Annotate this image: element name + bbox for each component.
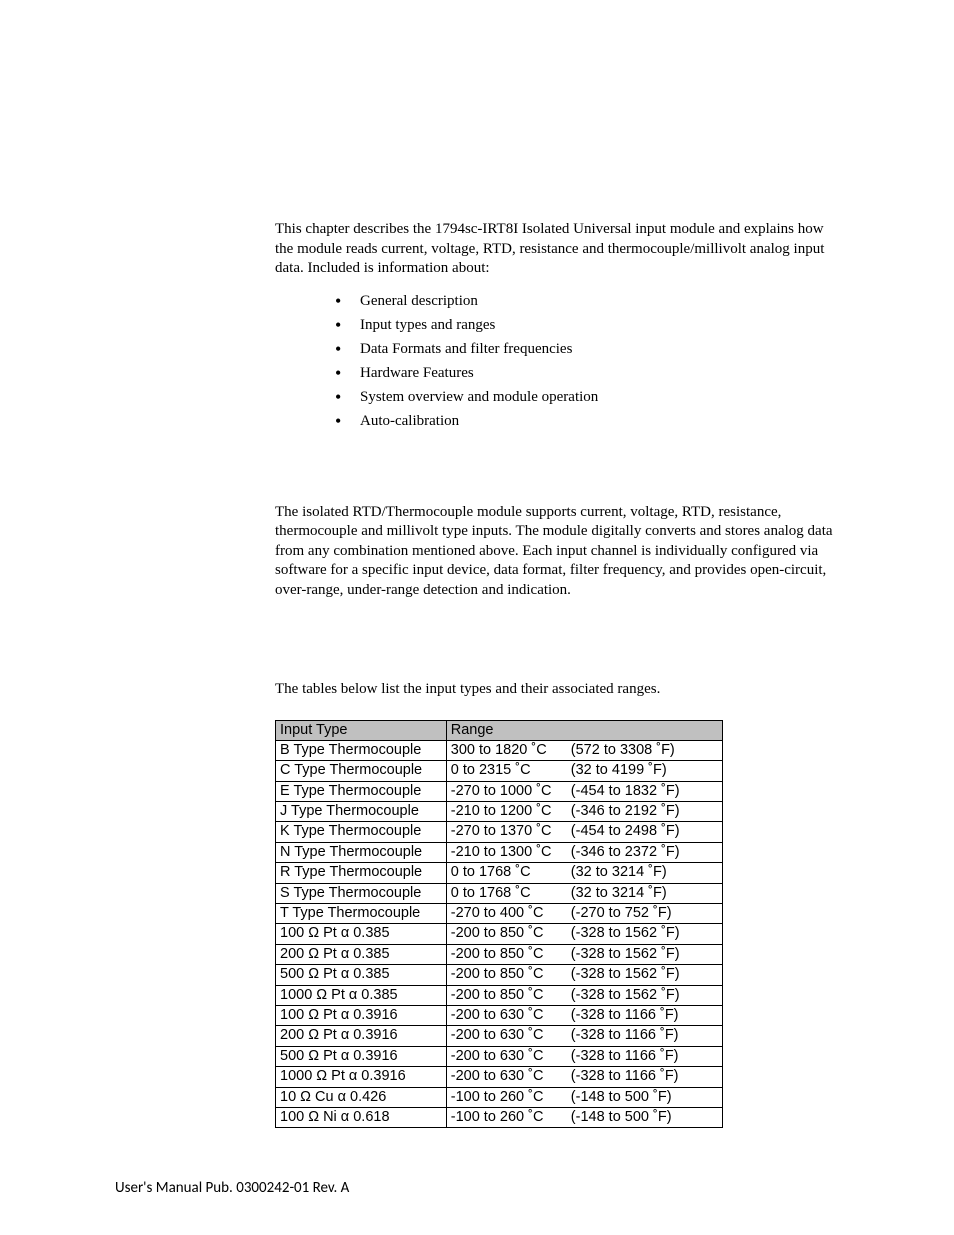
cell-range-celsius: -200 to 850 ˚C bbox=[446, 965, 567, 985]
cell-range-fahrenheit: (572 to 3308 ˚F) bbox=[567, 740, 723, 760]
table-header-row: Input Type Range bbox=[276, 720, 723, 740]
cell-range-celsius: -210 to 1200 ˚C bbox=[446, 802, 567, 822]
list-item: Hardware Features bbox=[335, 361, 839, 385]
cell-range-fahrenheit: (-454 to 2498 ˚F) bbox=[567, 822, 723, 842]
cell-input-type: B Type Thermocouple bbox=[276, 740, 447, 760]
cell-range-celsius: -100 to 260 ˚C bbox=[446, 1107, 567, 1127]
table-row: T Type Thermocouple-270 to 400 ˚C(-270 t… bbox=[276, 904, 723, 924]
table-row: 500 Ω Pt α 0.3916-200 to 630 ˚C(-328 to … bbox=[276, 1046, 723, 1066]
cell-range-celsius: -200 to 850 ˚C bbox=[446, 924, 567, 944]
table-row: R Type Thermocouple0 to 1768 ˚C(32 to 32… bbox=[276, 863, 723, 883]
cell-range-celsius: -200 to 630 ˚C bbox=[446, 1005, 567, 1025]
column-header-range: Range bbox=[446, 720, 722, 740]
cell-range-celsius: -210 to 1300 ˚C bbox=[446, 842, 567, 862]
cell-range-celsius: -200 to 630 ˚C bbox=[446, 1026, 567, 1046]
intro-bullet-list: General description Input types and rang… bbox=[275, 289, 839, 433]
cell-input-type: 500 Ω Pt α 0.385 bbox=[276, 965, 447, 985]
cell-input-type: N Type Thermocouple bbox=[276, 842, 447, 862]
cell-range-fahrenheit: (-328 to 1562 ˚F) bbox=[567, 965, 723, 985]
list-item: Data Formats and filter frequencies bbox=[335, 337, 839, 361]
table-row: 100 Ω Pt α 0.385-200 to 850 ˚C(-328 to 1… bbox=[276, 924, 723, 944]
table-row: N Type Thermocouple-210 to 1300 ˚C(-346 … bbox=[276, 842, 723, 862]
cell-input-type: R Type Thermocouple bbox=[276, 863, 447, 883]
cell-range-celsius: -200 to 630 ˚C bbox=[446, 1067, 567, 1087]
cell-range-fahrenheit: (32 to 4199 ˚F) bbox=[567, 761, 723, 781]
cell-range-celsius: 300 to 1820 ˚C bbox=[446, 740, 567, 760]
cell-range-celsius: -270 to 1000 ˚C bbox=[446, 781, 567, 801]
cell-input-type: T Type Thermocouple bbox=[276, 904, 447, 924]
cell-range-fahrenheit: (-328 to 1562 ˚F) bbox=[567, 985, 723, 1005]
cell-range-celsius: -100 to 260 ˚C bbox=[446, 1087, 567, 1107]
general-description-paragraph: The isolated RTD/Thermocouple module sup… bbox=[275, 503, 839, 601]
table-row: 200 Ω Pt α 0.3916-200 to 630 ˚C(-328 to … bbox=[276, 1026, 723, 1046]
page-footer: User's Manual Pub. 0300242-01 Rev. A bbox=[115, 1179, 349, 1197]
cell-range-celsius: -200 to 850 ˚C bbox=[446, 985, 567, 1005]
document-page: This chapter describes the 1794sc-IRT8I … bbox=[0, 0, 954, 1235]
cell-input-type: C Type Thermocouple bbox=[276, 761, 447, 781]
cell-input-type: 200 Ω Pt α 0.3916 bbox=[276, 1026, 447, 1046]
cell-input-type: 100 Ω Pt α 0.3916 bbox=[276, 1005, 447, 1025]
table-row: 500 Ω Pt α 0.385-200 to 850 ˚C(-328 to 1… bbox=[276, 965, 723, 985]
table-body: B Type Thermocouple300 to 1820 ˚C(572 to… bbox=[276, 740, 723, 1127]
table-row: 100 Ω Pt α 0.3916-200 to 630 ˚C(-328 to … bbox=[276, 1005, 723, 1025]
cell-range-celsius: -270 to 1370 ˚C bbox=[446, 822, 567, 842]
cell-range-fahrenheit: (-328 to 1562 ˚F) bbox=[567, 944, 723, 964]
cell-input-type: K Type Thermocouple bbox=[276, 822, 447, 842]
cell-range-celsius: -200 to 630 ˚C bbox=[446, 1046, 567, 1066]
table-row: E Type Thermocouple-270 to 1000 ˚C(-454 … bbox=[276, 781, 723, 801]
list-item: General description bbox=[335, 289, 839, 313]
column-header-input-type: Input Type bbox=[276, 720, 447, 740]
cell-range-fahrenheit: (-148 to 500 ˚F) bbox=[567, 1107, 723, 1127]
cell-range-fahrenheit: (-328 to 1166 ˚F) bbox=[567, 1026, 723, 1046]
cell-range-fahrenheit: (-328 to 1166 ˚F) bbox=[567, 1046, 723, 1066]
cell-range-fahrenheit: (-346 to 2372 ˚F) bbox=[567, 842, 723, 862]
cell-input-type: 500 Ω Pt α 0.3916 bbox=[276, 1046, 447, 1066]
cell-input-type: E Type Thermocouple bbox=[276, 781, 447, 801]
cell-range-fahrenheit: (-328 to 1562 ˚F) bbox=[567, 924, 723, 944]
cell-range-celsius: 0 to 2315 ˚C bbox=[446, 761, 567, 781]
table-row: C Type Thermocouple0 to 2315 ˚C(32 to 41… bbox=[276, 761, 723, 781]
cell-range-fahrenheit: (-148 to 500 ˚F) bbox=[567, 1087, 723, 1107]
table-row: 100 Ω Ni α 0.618-100 to 260 ˚C(-148 to 5… bbox=[276, 1107, 723, 1127]
cell-range-celsius: 0 to 1768 ˚C bbox=[446, 883, 567, 903]
cell-range-fahrenheit: (32 to 3214 ˚F) bbox=[567, 863, 723, 883]
cell-range-celsius: -270 to 400 ˚C bbox=[446, 904, 567, 924]
cell-range-fahrenheit: (-346 to 2192 ˚F) bbox=[567, 802, 723, 822]
cell-range-fahrenheit: (-454 to 1832 ˚F) bbox=[567, 781, 723, 801]
input-types-table: Input Type Range B Type Thermocouple300 … bbox=[275, 720, 723, 1129]
cell-range-celsius: -200 to 850 ˚C bbox=[446, 944, 567, 964]
cell-range-fahrenheit: (-270 to 752 ˚F) bbox=[567, 904, 723, 924]
table-row: B Type Thermocouple300 to 1820 ˚C(572 to… bbox=[276, 740, 723, 760]
table-row: 10 Ω Cu α 0.426-100 to 260 ˚C(-148 to 50… bbox=[276, 1087, 723, 1107]
intro-paragraph: This chapter describes the 1794sc-IRT8I … bbox=[275, 220, 839, 279]
cell-input-type: 100 Ω Ni α 0.618 bbox=[276, 1107, 447, 1127]
table-row: K Type Thermocouple-270 to 1370 ˚C(-454 … bbox=[276, 822, 723, 842]
cell-range-fahrenheit: (-328 to 1166 ˚F) bbox=[567, 1067, 723, 1087]
list-item: System overview and module operation bbox=[335, 385, 839, 409]
cell-range-fahrenheit: (-328 to 1166 ˚F) bbox=[567, 1005, 723, 1025]
table-row: 1000 Ω Pt α 0.3916-200 to 630 ˚C(-328 to… bbox=[276, 1067, 723, 1087]
cell-input-type: 200 Ω Pt α 0.385 bbox=[276, 944, 447, 964]
cell-input-type: 100 Ω Pt α 0.385 bbox=[276, 924, 447, 944]
cell-input-type: J Type Thermocouple bbox=[276, 802, 447, 822]
list-item: Auto-calibration bbox=[335, 409, 839, 433]
cell-input-type: 1000 Ω Pt α 0.385 bbox=[276, 985, 447, 1005]
cell-input-type: S Type Thermocouple bbox=[276, 883, 447, 903]
cell-range-celsius: 0 to 1768 ˚C bbox=[446, 863, 567, 883]
table-row: 1000 Ω Pt α 0.385-200 to 850 ˚C(-328 to … bbox=[276, 985, 723, 1005]
table-row: J Type Thermocouple-210 to 1200 ˚C(-346 … bbox=[276, 802, 723, 822]
cell-input-type: 10 Ω Cu α 0.426 bbox=[276, 1087, 447, 1107]
list-item: Input types and ranges bbox=[335, 313, 839, 337]
table-row: S Type Thermocouple0 to 1768 ˚C(32 to 32… bbox=[276, 883, 723, 903]
table-intro-text: The tables below list the input types an… bbox=[275, 680, 839, 700]
cell-range-fahrenheit: (32 to 3214 ˚F) bbox=[567, 883, 723, 903]
cell-input-type: 1000 Ω Pt α 0.3916 bbox=[276, 1067, 447, 1087]
table-row: 200 Ω Pt α 0.385-200 to 850 ˚C(-328 to 1… bbox=[276, 944, 723, 964]
